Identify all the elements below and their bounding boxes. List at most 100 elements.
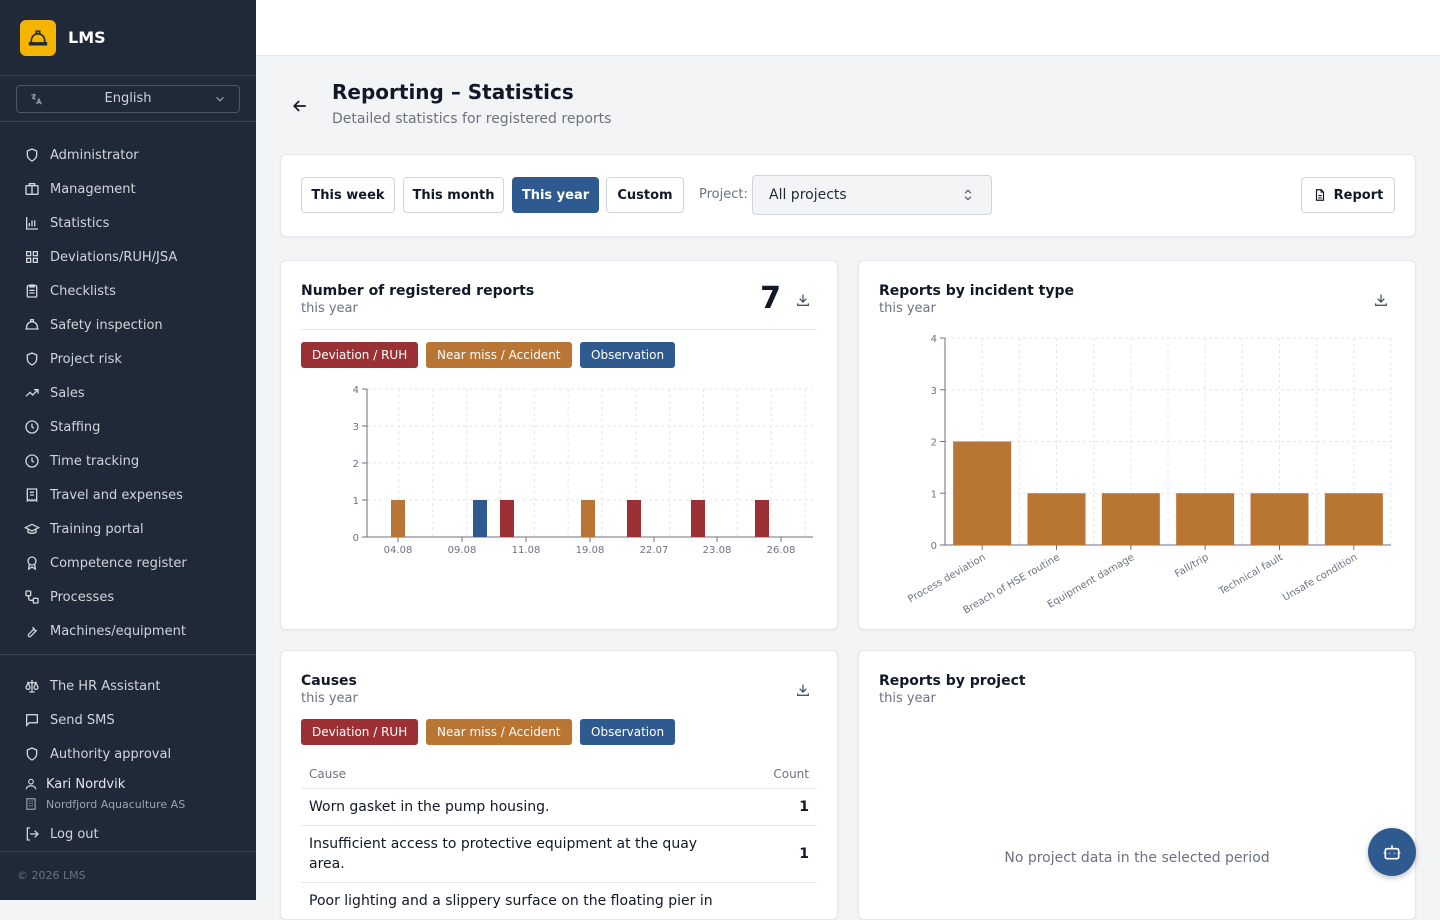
page-title: Reporting – Statistics xyxy=(332,80,574,104)
legend-deviation[interactable]: Deviation / RUH xyxy=(301,719,419,745)
back-arrow-icon[interactable] xyxy=(290,96,310,116)
period-custom-button[interactable]: Custom xyxy=(606,177,684,213)
hardhat-icon xyxy=(25,319,39,330)
hardhat-logo-icon xyxy=(20,19,56,56)
period-this-week-button[interactable]: This week xyxy=(301,177,395,213)
legend-observation[interactable]: Observation xyxy=(580,719,676,745)
brand[interactable]: LMS xyxy=(0,0,256,76)
download-icon[interactable] xyxy=(795,682,811,698)
clipboard-icon xyxy=(26,284,38,298)
period-this-month-button[interactable]: This month xyxy=(403,177,504,213)
sidebar-item-training-portal[interactable]: Training portal xyxy=(0,512,256,546)
shield-icon xyxy=(26,352,38,366)
sidebar-item-travel-and-expenses[interactable]: Travel and expenses xyxy=(0,478,256,512)
sidebar-item-safety-inspection[interactable]: Safety inspection xyxy=(0,308,256,342)
bar xyxy=(1324,493,1383,545)
x-tick-label: 23.08 xyxy=(703,545,732,556)
y-tick-label: 0 xyxy=(931,541,937,552)
card-title: Reports by project xyxy=(879,673,1026,689)
sidebar-nav: Administrator Management Statistics Deviati… xyxy=(0,122,256,654)
bar xyxy=(953,441,1012,545)
sidebar-item-machines-equipment[interactable]: Machines/equipment xyxy=(0,614,256,648)
bar xyxy=(627,500,641,537)
download-icon[interactable] xyxy=(1373,292,1389,308)
page-subtitle: Detailed statistics for registered repor… xyxy=(332,111,612,127)
bar xyxy=(691,500,705,537)
user-name: Kari Nordvik xyxy=(46,776,126,792)
x-tick-label: 11.08 xyxy=(512,545,541,556)
bar xyxy=(473,500,487,537)
card-period: this year xyxy=(301,301,358,316)
card-title: Number of registered reports xyxy=(301,283,535,299)
sidebar-item-processes[interactable]: Processes xyxy=(0,580,256,614)
legend-observation[interactable]: Observation xyxy=(580,342,676,368)
sidebar-item-deviations-ruh-jsa[interactable]: Deviations/RUH/JSA xyxy=(0,240,256,274)
briefcase-icon xyxy=(25,183,39,195)
legend-near-miss[interactable]: Near miss / Accident xyxy=(426,342,572,368)
period-this-year-button[interactable]: This year xyxy=(512,177,599,213)
bar xyxy=(1250,493,1309,545)
table-row[interactable]: Insufficient access to protective equipm… xyxy=(301,826,817,883)
user-info[interactable]: Kari Nordvik Nordfjord Aquaculture AS xyxy=(0,775,256,815)
sidebar-item-checklists[interactable]: Checklists xyxy=(0,274,256,308)
legend-deviation[interactable]: Deviation / RUH xyxy=(301,342,419,368)
sidebar-item-label: Processes xyxy=(50,589,115,605)
graduation-cap-icon xyxy=(24,523,40,534)
legend-near-miss[interactable]: Near miss / Accident xyxy=(426,719,572,745)
clock-icon xyxy=(25,420,39,434)
x-tick-label: 04.08 xyxy=(384,545,413,556)
x-tick-label: 22.07 xyxy=(640,545,669,556)
x-tick-label: Unsafe condition xyxy=(1281,552,1359,604)
sidebar-item-send-sms[interactable]: Send SMS xyxy=(0,703,256,737)
sidebar-bottom: The HR Assistant Send SMS Authority approv… xyxy=(0,654,256,851)
sidebar-item-label: Management xyxy=(50,181,136,197)
logout-icon xyxy=(26,827,39,841)
sidebar-item-label: Send SMS xyxy=(50,712,115,728)
card-period: this year xyxy=(301,691,358,706)
sidebar-item-label: Training portal xyxy=(50,521,144,537)
building-icon xyxy=(26,798,36,810)
y-tick-label: 4 xyxy=(931,334,937,345)
sidebar-item-authority-approval[interactable]: Authority approval xyxy=(0,737,256,771)
project-select[interactable]: All projects xyxy=(752,175,992,215)
sidebar-item-statistics[interactable]: Statistics xyxy=(0,206,256,240)
logout-button[interactable]: Log out xyxy=(0,817,256,851)
copyright: © 2026 LMS xyxy=(0,851,256,900)
sidebar-item-label: Travel and expenses xyxy=(50,487,183,503)
sidebar-item-label: Statistics xyxy=(50,215,110,231)
project-value: All projects xyxy=(769,187,847,203)
cause-text: Insufficient access to protective equipm… xyxy=(309,836,698,872)
sidebar-item-administrator[interactable]: Administrator xyxy=(0,138,256,172)
language-value: English xyxy=(104,91,152,106)
assistant-bot-button[interactable] xyxy=(1368,828,1416,876)
download-icon[interactable] xyxy=(795,292,811,308)
table-header: Cause Count xyxy=(301,759,817,789)
workflow-icon xyxy=(25,590,39,604)
x-tick-label: 19.08 xyxy=(576,545,605,556)
bar xyxy=(391,500,405,537)
sidebar-item-competence-register[interactable]: Competence register xyxy=(0,546,256,580)
card-period: this year xyxy=(879,691,936,706)
y-tick-label: 3 xyxy=(931,386,937,397)
cause-count: 1 xyxy=(799,799,809,815)
sidebar-item-label: Time tracking xyxy=(50,453,140,469)
y-tick-label: 1 xyxy=(353,496,359,507)
clock-icon xyxy=(25,454,39,468)
table-row[interactable]: Worn gasket in the pump housing. 1 xyxy=(301,789,817,826)
language-row: English xyxy=(0,76,256,122)
report-button[interactable]: Report xyxy=(1301,177,1395,213)
translate-icon xyxy=(31,93,42,104)
sidebar-item-the-hr-assistant[interactable]: The HR Assistant xyxy=(0,669,256,703)
causes-card: Causes this year Deviation / RUH Near mi… xyxy=(280,650,838,920)
sidebar-item-time-tracking[interactable]: Time tracking xyxy=(0,444,256,478)
sidebar-item-management[interactable]: Management xyxy=(0,172,256,206)
sidebar-item-sales[interactable]: Sales xyxy=(0,376,256,410)
sidebar-item-label: Checklists xyxy=(50,283,116,299)
table-row[interactable]: Poor lighting and a slippery surface on … xyxy=(301,883,817,919)
language-select[interactable]: English xyxy=(16,84,240,113)
bot-icon xyxy=(1383,845,1401,860)
sidebar-item-project-risk[interactable]: Project risk xyxy=(0,342,256,376)
grid-icon xyxy=(25,251,38,263)
sidebar-item-staffing[interactable]: Staffing xyxy=(0,410,256,444)
scale-icon xyxy=(25,680,39,693)
